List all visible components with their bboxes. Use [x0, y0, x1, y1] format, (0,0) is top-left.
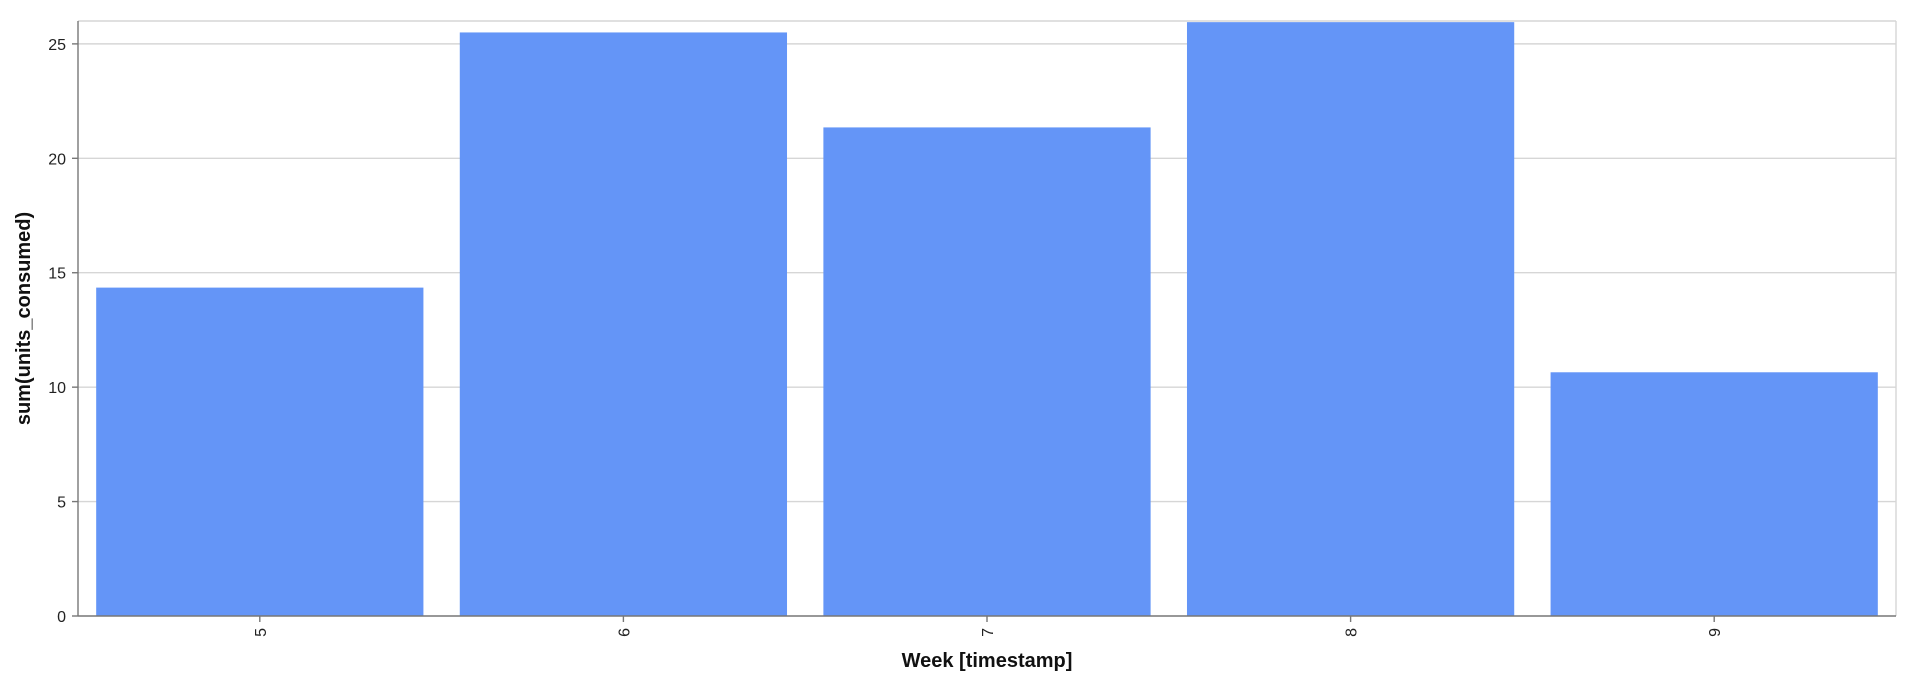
bar-week-5: [96, 287, 424, 616]
y-axis-title: sum(units_consumed): [13, 212, 35, 425]
y-tick-label-20: 20: [48, 151, 66, 168]
x-axis-title: Week [timestamp]: [902, 650, 1073, 672]
x-tick-label-6: 6: [616, 628, 633, 637]
x-tick-label-9: 9: [1707, 628, 1724, 637]
x-tick-label-5: 5: [253, 628, 270, 637]
x-tick-label-8: 8: [1344, 628, 1361, 637]
x-tick-label-7: 7: [980, 628, 997, 637]
y-tick-label-5: 5: [57, 495, 66, 512]
bars: [96, 22, 1878, 617]
bar-week-8: [1186, 22, 1515, 617]
y-tick-label-25: 25: [48, 37, 66, 54]
y-tick-label-10: 10: [48, 380, 66, 397]
x-axis-ticks: 5 6 7 8 9: [253, 616, 1724, 637]
y-tick-label-0: 0: [57, 609, 66, 626]
y-axis-ticks: 0 5 10 15 20 25: [48, 37, 78, 626]
bar-week-7: [823, 127, 1151, 617]
y-tick-label-15: 15: [48, 266, 66, 283]
bar-week-9: [1550, 372, 1878, 616]
bar-week-6: [459, 32, 788, 616]
